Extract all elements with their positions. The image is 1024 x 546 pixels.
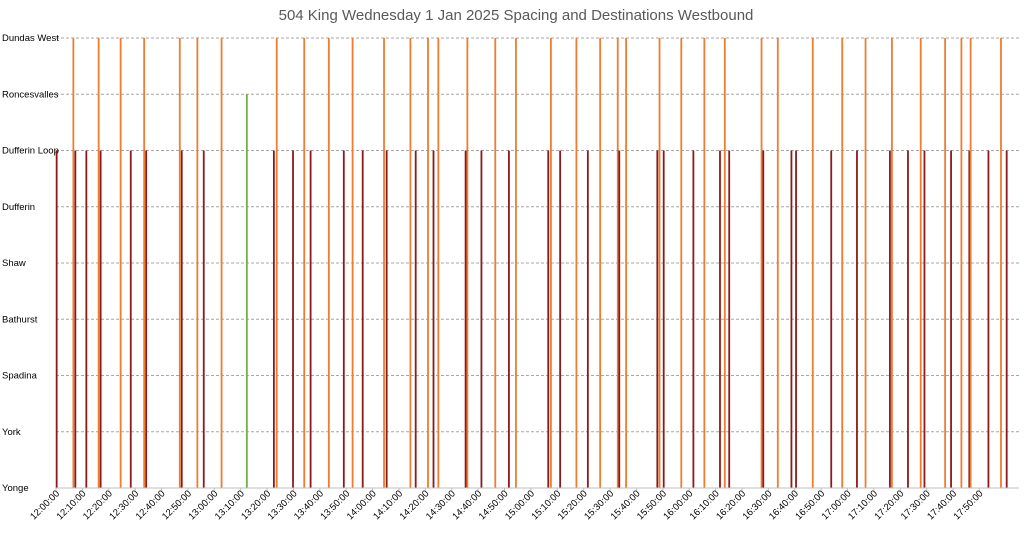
y-tick-label: Spadina (2, 371, 38, 382)
y-tick-label: Dundas West (2, 33, 59, 44)
y-tick-label: Shaw (2, 258, 26, 269)
gridlines (56, 37, 1019, 433)
chart-title: 504 King Wednesday 1 Jan 2025 Spacing an… (279, 7, 754, 24)
x-axis-labels: 12:00:0012:10:0012:20:0012:30:0012:40:00… (28, 488, 986, 522)
y-axis-labels: Yonge York Spadina Bathurst Shaw Dufferin Duff… (2, 33, 59, 494)
y-tick-label: Roncesvalles (2, 89, 59, 100)
trip-lines (55, 38, 1008, 488)
y-tick-label: Yonge (2, 483, 29, 494)
y-tick-label: Dufferin Loop (2, 146, 59, 157)
x-tick-label: 17:50:00 (952, 488, 986, 522)
y-tick-label: York (2, 427, 21, 438)
y-tick-label: Dufferin (2, 202, 35, 213)
y-tick-label: Bathurst (2, 314, 38, 325)
